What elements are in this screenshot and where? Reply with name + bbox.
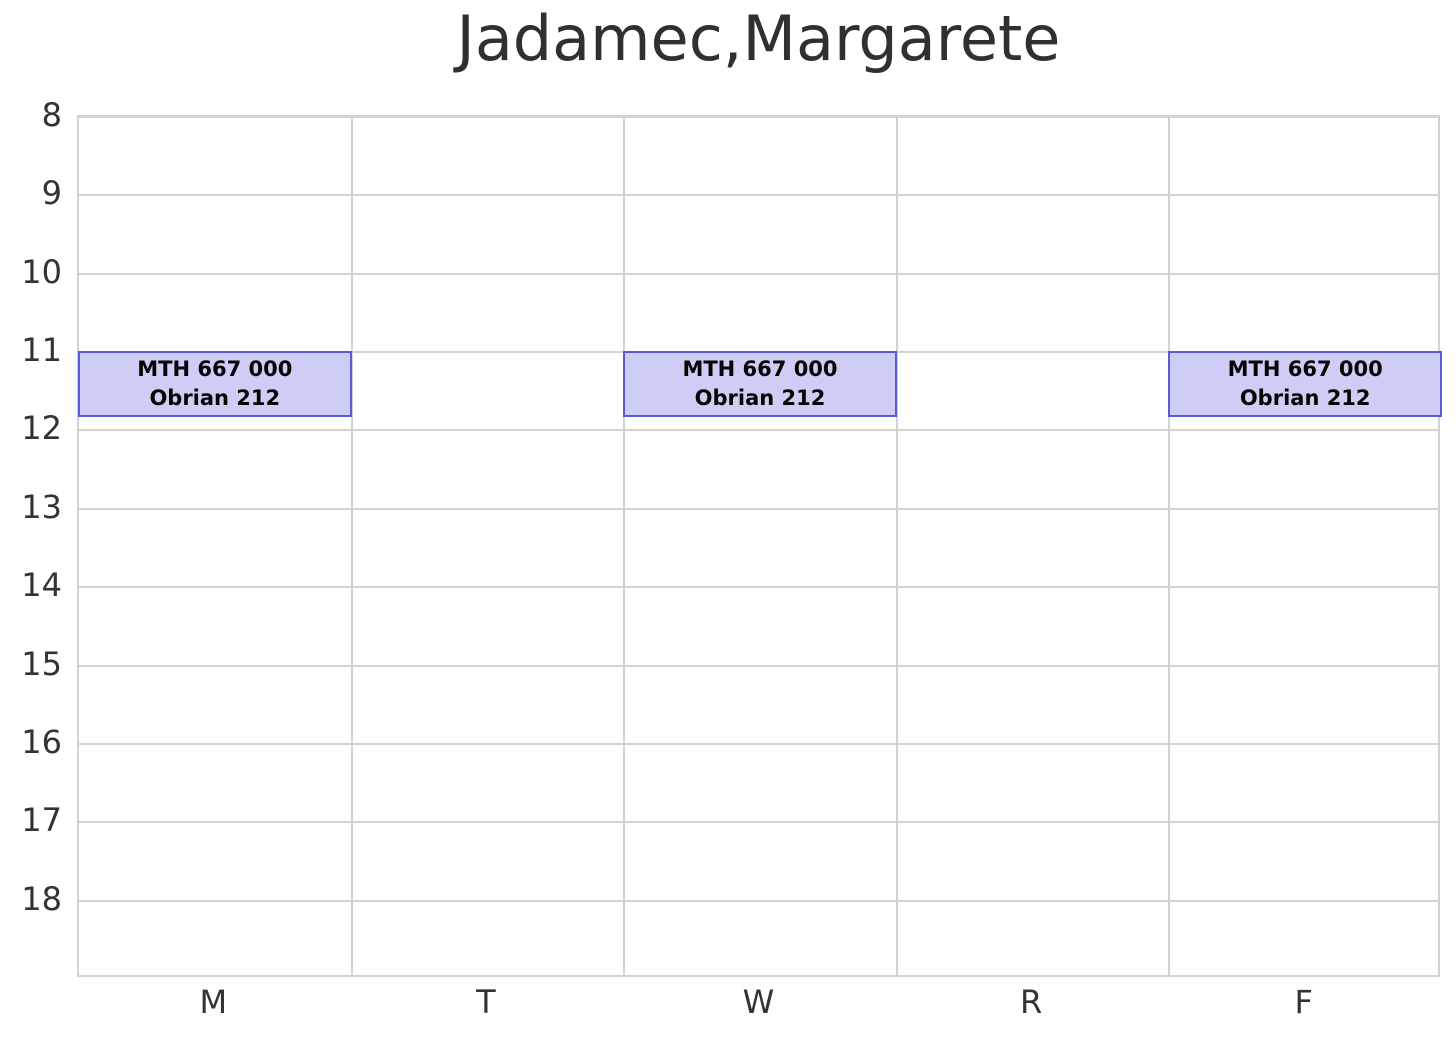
y-tick-label: 11 [21,331,62,370]
gridline-horizontal [79,821,1438,824]
x-tick-label: F [1294,983,1313,1021]
y-tick-label: 16 [21,722,62,761]
x-tick-label: M [199,983,228,1021]
gridline-horizontal [79,116,1438,118]
gridline-vertical [350,117,353,975]
y-tick-label: 18 [21,879,62,918]
gridline-horizontal [79,429,1438,432]
event-location-label: Obrian 212 [1239,386,1371,411]
y-tick-label: 13 [21,487,62,526]
event-location-label: Obrian 212 [149,386,281,411]
y-tick-label: 12 [21,409,62,448]
event-course-label: MTH 667 000 [137,357,293,382]
gridline-vertical [895,117,898,975]
gridline-horizontal [79,664,1438,667]
x-tick-label: T [476,983,496,1021]
y-tick-label: 10 [21,252,62,291]
event-course-label: MTH 667 000 [682,357,838,382]
event-box: MTH 667 000 Obrian 212 [623,351,897,418]
gridline-horizontal [79,507,1438,510]
y-tick-label: 8 [41,96,62,134]
x-tick-label: W [742,983,775,1021]
gridline-horizontal [79,899,1438,902]
gridline-vertical [623,117,626,975]
gridline-horizontal [79,272,1438,275]
event-box: MTH 667 000 Obrian 212 [1168,351,1442,418]
event-location-label: Obrian 212 [694,386,826,411]
gridline-vertical [1168,117,1171,975]
y-tick-label: 14 [21,566,62,605]
chart-title: Jadamec,Margarete [456,2,1061,75]
plot-area: MTH 667 000 Obrian 212 MTH 667 000 Obrian 2… [77,115,1442,977]
gridline-horizontal [79,742,1438,745]
y-tick-label: 15 [21,644,62,683]
event-box: MTH 667 000 Obrian 212 [78,351,352,418]
gridline-horizontal [79,586,1438,589]
y-tick-label: 9 [41,174,62,213]
gridline-horizontal [79,194,1438,197]
event-course-label: MTH 667 000 [1227,357,1383,382]
y-tick-label: 17 [21,801,62,840]
x-tick-label: R [1019,983,1043,1021]
